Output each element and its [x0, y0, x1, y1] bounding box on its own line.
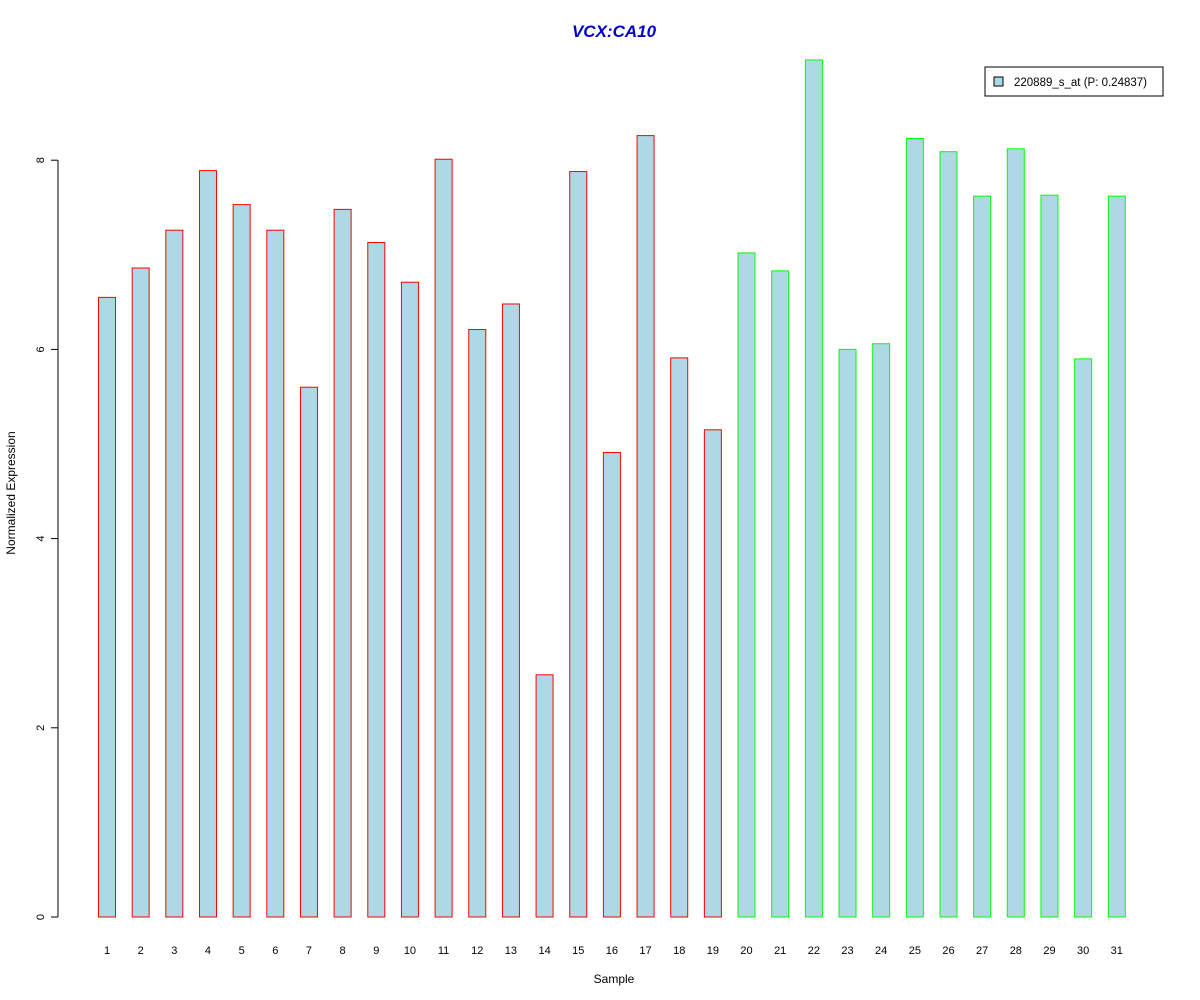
bar: [1040, 194, 1059, 918]
bar: [602, 452, 621, 918]
x-tick-label: 2: [138, 945, 144, 957]
x-tick-label: 23: [841, 945, 853, 957]
bar: [703, 429, 722, 918]
x-tick-label: 11: [438, 945, 449, 957]
bar: [1074, 358, 1093, 918]
y-axis: 0 2 4 6 8: [35, 157, 59, 920]
y-tick-label: 6: [35, 346, 47, 352]
x-tick-label: 24: [875, 945, 887, 957]
x-tick-labels: 1 2 3 4 5 6 7 8 9 10 11 12 13 14 15 16 17 18 19 20 21 22 23 24 2…: [104, 945, 1123, 957]
x-tick-label: 16: [606, 945, 618, 957]
y-tick-label: 4: [35, 536, 47, 542]
bar: [670, 357, 689, 918]
chart-title: VCX:CA10: [572, 22, 657, 41]
bar: [1107, 195, 1126, 918]
bar: [905, 137, 924, 918]
bar: [266, 229, 285, 918]
bar: [973, 195, 992, 918]
x-tick-label: 30: [1077, 945, 1089, 957]
x-tick-label: 9: [373, 945, 379, 957]
bar: [636, 135, 655, 918]
bar: [400, 281, 419, 918]
x-tick-label: 18: [673, 945, 685, 957]
x-tick-label: 25: [909, 945, 921, 957]
x-tick-label: 21: [774, 945, 786, 957]
bar: [468, 329, 487, 918]
bar: [198, 170, 217, 918]
x-tick-label: 26: [942, 945, 954, 957]
bar: [367, 242, 386, 918]
x-tick-label: 6: [272, 945, 278, 957]
x-tick-label: 28: [1010, 945, 1022, 957]
x-tick-label: 3: [171, 945, 177, 957]
y-tick-label: 2: [35, 725, 47, 731]
x-tick-label: 19: [707, 945, 719, 957]
x-tick-label: 31: [1111, 945, 1123, 957]
bar: [232, 204, 251, 918]
bar: [872, 343, 891, 918]
y-axis-label: Normalized Expression: [4, 431, 18, 554]
x-tick-label: 22: [808, 945, 820, 957]
bar: [165, 229, 184, 918]
x-tick-label: 15: [572, 945, 584, 957]
legend-entry: 220889_s_at (P: 0.24837): [1014, 77, 1147, 89]
x-tick-label: 5: [239, 945, 245, 957]
bars: [98, 59, 1126, 918]
x-tick-label: 13: [505, 945, 517, 957]
legend: 220889_s_at (P: 0.24837): [984, 66, 1164, 97]
x-tick-label: 12: [471, 945, 483, 957]
y-tick-label: 0: [35, 914, 47, 920]
legend-box: [984, 66, 1164, 97]
bar: [838, 348, 857, 918]
x-tick-label: 29: [1043, 945, 1055, 957]
bar: [434, 158, 453, 918]
bar: [939, 151, 958, 918]
bar: [737, 252, 756, 918]
bar: [535, 674, 554, 918]
x-tick-label: 1: [104, 945, 110, 957]
bar: [1006, 148, 1025, 918]
bar: [333, 208, 352, 918]
legend-swatch: [993, 76, 1004, 87]
x-tick-label: 4: [205, 945, 211, 957]
x-axis-label: Sample: [594, 972, 635, 986]
x-tick-label: 14: [538, 945, 550, 957]
x-tick-label: 17: [639, 945, 651, 957]
bar: [98, 296, 116, 918]
bar: [299, 386, 318, 918]
x-tick-label: 10: [404, 945, 416, 957]
x-tick-label: 7: [306, 945, 312, 957]
bar: [501, 303, 520, 918]
x-tick-label: 8: [340, 945, 346, 957]
bar: [804, 59, 823, 918]
bar: [569, 171, 588, 918]
y-tick-label: 8: [35, 157, 47, 163]
bar: [771, 270, 790, 918]
x-tick-label: 20: [740, 945, 752, 957]
bar: [131, 267, 150, 918]
x-tick-label: 27: [976, 945, 988, 957]
